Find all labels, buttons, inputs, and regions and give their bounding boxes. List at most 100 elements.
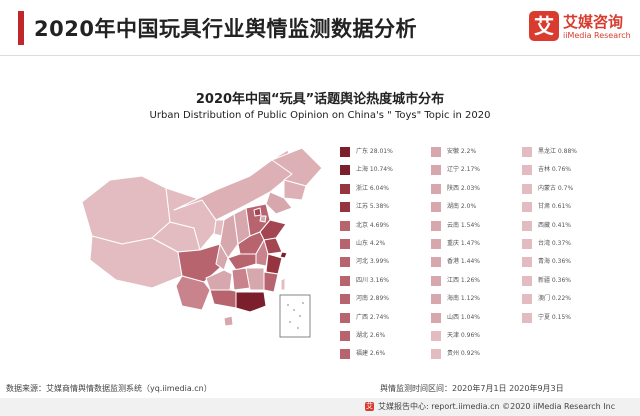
china-map bbox=[81, 147, 323, 338]
legend-swatch bbox=[431, 312, 441, 323]
legend-label: 河北 3.99% bbox=[356, 258, 389, 266]
legend-swatch bbox=[340, 275, 350, 286]
legend-swatch bbox=[431, 275, 441, 286]
legend-label: 江苏 5.38% bbox=[356, 203, 389, 211]
legend-swatch bbox=[522, 147, 532, 157]
legend-swatch bbox=[340, 239, 350, 249]
legend-swatch bbox=[522, 275, 532, 286]
legend-swatch bbox=[431, 183, 441, 194]
footer-bar bbox=[0, 398, 640, 416]
region-guizhou bbox=[205, 269, 233, 291]
brand-logo[interactable]: 艾 艾媒咨询 iiMedia Research bbox=[529, 11, 631, 45]
chart-subtitle: Urban Distribution of Public Opinion on … bbox=[149, 110, 491, 121]
legend-label: 陕西 2.03% bbox=[447, 184, 480, 192]
legend-label: 湖南 2.0% bbox=[447, 203, 477, 211]
legend-label: 四川 3.16% bbox=[356, 276, 389, 284]
region-liaoning bbox=[265, 191, 293, 215]
legend-swatch bbox=[431, 147, 441, 157]
legend-swatch bbox=[431, 165, 441, 176]
legend-label: 天津 0.96% bbox=[447, 332, 480, 339]
legend-swatch bbox=[340, 165, 350, 176]
legend-swatch bbox=[431, 349, 441, 360]
legend-swatch bbox=[522, 220, 532, 231]
logo-name-cn: 艾媒咨询 bbox=[563, 13, 624, 31]
legend-label: 湖北 2.6% bbox=[356, 332, 386, 339]
legend-swatch bbox=[340, 312, 350, 323]
legend-swatch bbox=[522, 202, 532, 213]
map-legend: 广东 28.01% 上海 10.74% 浙江 6.04% 江苏 5.38% 北京 4.6… bbox=[340, 146, 640, 366]
legend-label: 福建 2.6% bbox=[356, 350, 386, 358]
legend-label: 山东 4.2% bbox=[356, 240, 386, 247]
legend-label: 宁夏 0.15% bbox=[538, 313, 571, 321]
data-source: 数据来源：艾媒商情舆情数据监测系统（yq.iimedia.cn） bbox=[6, 384, 212, 393]
legend-label: 香港 1.44% bbox=[447, 258, 480, 266]
legend-label: 北京 4.69% bbox=[356, 221, 389, 229]
logo-name-en: iiMedia Research bbox=[563, 31, 631, 40]
region-taiwan bbox=[280, 277, 286, 291]
footer-copyright[interactable]: 艾媒报告中心: report.iimedia.cn ©2020 iiMedia … bbox=[378, 402, 616, 411]
chart-title: 2020年中国“玩具”话题舆论热度城市分布 bbox=[195, 92, 445, 107]
legend-swatch bbox=[431, 220, 441, 231]
logo-icon: 艾 bbox=[529, 11, 559, 41]
legend-swatch bbox=[340, 257, 350, 268]
south-china-sea-inset bbox=[279, 294, 311, 338]
legend-swatch bbox=[340, 183, 350, 194]
region-fujian bbox=[263, 271, 279, 293]
legend-label: 浙江 6.04% bbox=[356, 184, 389, 192]
legend-swatch bbox=[431, 202, 441, 213]
page-title: 2020年中国玩具行业舆情监测数据分析 bbox=[34, 17, 417, 41]
legend-swatch bbox=[340, 331, 350, 341]
legend-label: 吉林 0.76% bbox=[538, 166, 571, 174]
legend-label: 广东 28.01% bbox=[356, 148, 393, 155]
legend-label: 重庆 1.47% bbox=[447, 240, 480, 247]
region-guangdong bbox=[235, 291, 267, 313]
legend-swatch bbox=[522, 294, 532, 305]
legend-swatch bbox=[431, 257, 441, 268]
legend-label: 安徽 2.2% bbox=[447, 148, 477, 155]
region-hubei bbox=[227, 253, 257, 271]
legend-label: 贵州 0.92% bbox=[447, 350, 480, 358]
legend-label: 云南 1.54% bbox=[447, 221, 480, 229]
region-shaanxi bbox=[219, 213, 239, 259]
legend-label: 西藏 0.41% bbox=[538, 221, 571, 229]
region-tianjin bbox=[259, 215, 267, 223]
legend-swatch bbox=[340, 220, 350, 231]
monitoring-period: 舆情监测时间区间：2020年7月1日 2020年9月3日 bbox=[380, 384, 564, 393]
legend-swatch bbox=[522, 183, 532, 194]
legend-label: 黑龙江 0.88% bbox=[538, 148, 577, 155]
legend-label: 海南 1.12% bbox=[447, 295, 480, 303]
legend-swatch bbox=[522, 239, 532, 249]
legend-swatch bbox=[522, 165, 532, 176]
header-divider bbox=[0, 55, 640, 56]
legend-swatch bbox=[431, 294, 441, 305]
footer-logo-icon: 艾 bbox=[365, 402, 374, 411]
region-beijing bbox=[253, 207, 262, 217]
legend-label: 河南 2.89% bbox=[356, 295, 389, 303]
title-accent-bar bbox=[18, 11, 24, 45]
legend-swatch bbox=[522, 312, 532, 323]
legend-label: 山西 1.04% bbox=[447, 313, 480, 321]
legend-label: 甘肃 0.61% bbox=[538, 203, 571, 211]
legend-label: 江西 1.26% bbox=[447, 276, 480, 284]
legend-swatch bbox=[431, 331, 441, 341]
legend-label: 上海 10.74% bbox=[356, 166, 393, 174]
legend-label: 台湾 0.37% bbox=[538, 240, 571, 247]
legend-label: 辽宁 2.17% bbox=[447, 166, 480, 174]
legend-swatch bbox=[340, 349, 350, 360]
region-jilin bbox=[283, 179, 307, 201]
region-hainan bbox=[223, 315, 234, 327]
inset-islands bbox=[287, 302, 304, 329]
legend-swatch bbox=[340, 294, 350, 305]
region-shanghai bbox=[279, 251, 288, 259]
legend-swatch bbox=[522, 257, 532, 268]
legend-swatch bbox=[431, 239, 441, 249]
legend-swatch bbox=[340, 202, 350, 213]
legend-label: 青海 0.36% bbox=[538, 258, 571, 266]
legend-label: 内蒙古 0.7% bbox=[538, 184, 574, 192]
region-yunnan bbox=[175, 275, 211, 311]
legend-label: 新疆 0.36% bbox=[538, 276, 571, 284]
legend-label: 澳门 0.22% bbox=[538, 295, 571, 303]
legend-label: 广西 2.74% bbox=[356, 313, 389, 321]
region-zhejiang bbox=[265, 253, 283, 275]
legend-swatch bbox=[340, 147, 350, 157]
